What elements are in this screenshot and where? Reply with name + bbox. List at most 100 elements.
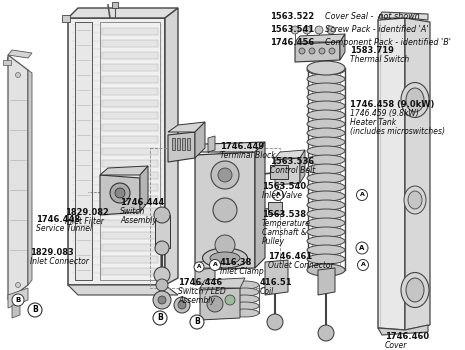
Polygon shape [140, 166, 148, 212]
Text: Pulley: Pulley [262, 237, 285, 246]
Polygon shape [102, 136, 158, 143]
Text: 1563.541: 1563.541 [270, 25, 314, 34]
Bar [150, 148, 280, 288]
Circle shape [218, 168, 232, 182]
Text: A: A [213, 262, 218, 267]
Polygon shape [8, 55, 28, 300]
Ellipse shape [307, 218, 345, 228]
Circle shape [329, 48, 335, 54]
Circle shape [190, 315, 204, 329]
Polygon shape [102, 220, 158, 227]
Circle shape [318, 325, 334, 341]
Circle shape [272, 189, 284, 201]
Text: 1829.082: 1829.082 [65, 208, 109, 217]
Text: 1746.449: 1746.449 [220, 142, 264, 151]
Text: 1563.540: 1563.540 [262, 182, 306, 191]
Polygon shape [275, 150, 305, 158]
Text: A: A [359, 193, 365, 197]
Circle shape [215, 235, 235, 255]
Polygon shape [195, 152, 255, 270]
Polygon shape [102, 244, 158, 251]
Polygon shape [102, 184, 158, 191]
Text: B: B [157, 314, 163, 322]
Ellipse shape [307, 61, 345, 75]
Circle shape [174, 297, 190, 313]
Ellipse shape [307, 146, 345, 156]
Ellipse shape [307, 101, 345, 111]
Ellipse shape [307, 137, 345, 147]
Polygon shape [68, 18, 165, 285]
Text: 1746.459 (9.8kW): 1746.459 (9.8kW) [350, 109, 419, 118]
Polygon shape [28, 70, 32, 285]
Bar [112, 2, 118, 8]
Polygon shape [102, 268, 158, 275]
Ellipse shape [307, 128, 345, 138]
Text: 1746.460: 1746.460 [385, 332, 429, 341]
Text: Control Belt: Control Belt [270, 166, 315, 175]
Circle shape [267, 314, 283, 330]
Polygon shape [102, 208, 158, 215]
Polygon shape [378, 325, 428, 335]
Text: 1746.461: 1746.461 [268, 252, 312, 261]
Ellipse shape [401, 83, 429, 118]
Ellipse shape [307, 74, 345, 84]
Polygon shape [102, 196, 158, 203]
Polygon shape [8, 288, 28, 308]
Polygon shape [155, 215, 170, 248]
Text: 1563.538: 1563.538 [262, 210, 306, 219]
Ellipse shape [307, 182, 345, 192]
Circle shape [153, 291, 171, 309]
Polygon shape [102, 100, 158, 107]
Circle shape [327, 26, 335, 34]
Circle shape [156, 279, 168, 291]
Polygon shape [100, 175, 140, 215]
Ellipse shape [307, 209, 345, 219]
Polygon shape [102, 64, 158, 71]
Polygon shape [208, 136, 215, 152]
Circle shape [15, 72, 20, 77]
Polygon shape [100, 166, 148, 175]
Polygon shape [200, 288, 240, 320]
Ellipse shape [307, 236, 345, 246]
Circle shape [28, 303, 42, 317]
Polygon shape [62, 15, 70, 22]
Polygon shape [165, 8, 178, 285]
Circle shape [291, 26, 299, 34]
Polygon shape [102, 256, 158, 263]
Ellipse shape [401, 273, 429, 308]
Ellipse shape [307, 245, 345, 255]
Polygon shape [12, 305, 20, 318]
Polygon shape [295, 42, 340, 62]
Text: Cover Seal -  not shown: Cover Seal - not shown [325, 12, 420, 21]
Polygon shape [378, 18, 405, 330]
Circle shape [154, 267, 170, 283]
Ellipse shape [202, 248, 247, 268]
Circle shape [211, 161, 239, 189]
Text: 1746.444: 1746.444 [120, 198, 164, 207]
Text: 1746.448: 1746.448 [36, 215, 80, 224]
Ellipse shape [307, 164, 345, 174]
Ellipse shape [307, 264, 345, 276]
Circle shape [303, 26, 311, 34]
Ellipse shape [231, 302, 259, 310]
Text: Outlet Connector: Outlet Connector [268, 261, 333, 270]
Circle shape [210, 259, 220, 271]
Text: Inlet Valve: Inlet Valve [262, 191, 302, 200]
Polygon shape [102, 160, 158, 167]
Text: Component Pack - identified 'B': Component Pack - identified 'B' [325, 38, 451, 47]
Polygon shape [168, 122, 205, 132]
Text: Terminal Block: Terminal Block [220, 151, 276, 160]
Polygon shape [168, 132, 195, 162]
Text: Temperature: Temperature [262, 219, 311, 228]
Polygon shape [102, 232, 158, 239]
Circle shape [15, 282, 20, 287]
Circle shape [207, 296, 223, 312]
Text: Inlet Filter: Inlet Filter [65, 217, 104, 226]
Ellipse shape [406, 278, 424, 302]
Circle shape [299, 48, 305, 54]
Ellipse shape [408, 191, 422, 209]
Circle shape [158, 296, 166, 304]
Ellipse shape [231, 309, 259, 317]
Ellipse shape [307, 200, 345, 210]
Polygon shape [318, 268, 335, 295]
